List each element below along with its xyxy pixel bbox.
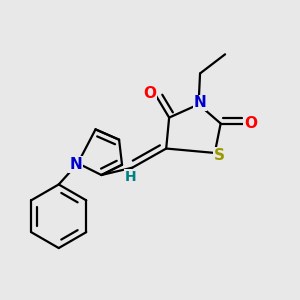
Text: O: O (143, 86, 157, 101)
Text: O: O (244, 116, 257, 131)
Text: N: N (194, 95, 206, 110)
Text: N: N (69, 157, 82, 172)
Text: S: S (214, 148, 225, 163)
Text: H: H (125, 170, 137, 184)
